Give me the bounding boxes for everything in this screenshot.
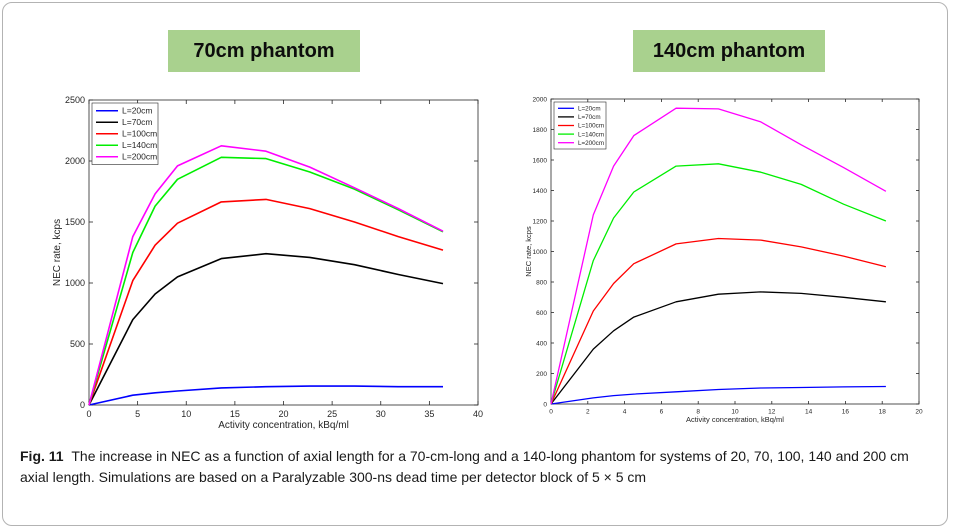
caption-label: Fig. 11 [20,448,64,464]
x-tick-label: 6 [660,409,664,416]
y-tick-label: 1400 [533,188,548,195]
y-axis-label: NEC rate, kcps [52,219,63,286]
x-tick-label: 10 [731,409,739,416]
y-tick-label: 1600 [533,157,548,164]
caption-text: The increase in NEC as a function of axi… [20,448,909,485]
series-line-l20cm [88,385,443,406]
y-tick-label: 200 [536,371,547,378]
x-tick-label: 16 [842,409,850,416]
x-axis-label: Activity concentration, kBq/ml [686,415,784,424]
legend-label: L=20cm [122,106,152,116]
chart-140cm: 0 2 4 6 8 10 12 14 16 18 2002004006008001000120014… [524,96,923,424]
series-line-l100cm [550,237,887,405]
x-tick-label: 30 [376,409,386,419]
x-tick-label: 20 [915,409,923,416]
x-tick-label: 35 [424,409,434,419]
legend-label: L=140cm [122,140,157,150]
y-tick-label: 1000 [533,249,548,256]
x-tick-label: 0 [86,409,91,419]
y-tick-label: 600 [536,310,547,317]
series-line-l200cm [88,145,444,406]
series-line-l70cm [550,291,886,405]
legend-label: L=140cm [578,131,604,138]
y-tick-label: 400 [536,340,547,347]
legend-label: L=70cm [122,117,152,127]
left-panel-title: 70cm phantom [168,30,360,72]
series-line-l140cm [88,156,444,406]
y-axis-label: NEC rate, kcps [524,226,533,277]
legend-label: L=100cm [578,123,604,130]
y-tick-label: 800 [536,279,547,286]
y-tick-label: 1800 [533,127,548,134]
x-tick-label: 2 [586,409,590,416]
y-tick-label: 2000 [533,96,548,103]
legend-label: L=70cm [578,114,601,121]
y-tick-label: 2000 [65,156,85,166]
x-tick-label: 10 [181,409,191,419]
series-line-l70cm [88,252,444,406]
y-tick-label: 1200 [533,218,548,225]
x-tick-label: 4 [623,409,627,416]
x-tick-label: 15 [230,409,240,419]
x-tick-label: 12 [768,409,776,416]
x-axis-label: Activity concentration, kBq/ml [218,420,349,431]
x-tick-label: 5 [135,409,140,419]
chart-70cm: 0 5 10 15 20 25 30 35 40 0 500 1000 1500 2000 2500 Acti… [52,95,483,431]
y-tick-label: 500 [70,339,85,349]
y-tick-label: 0 [543,401,547,408]
y-tick-label: 2500 [65,95,85,105]
x-tick-label: 20 [278,409,288,419]
x-tick-label: 25 [327,409,337,419]
legend-label: L=20cm [578,106,601,113]
y-tick-label: 0 [80,400,85,410]
x-tick-label: 40 [473,409,483,419]
figure-caption: Fig. 11 The increase in NEC as a functio… [20,446,940,488]
series-line-l20cm [550,385,886,405]
series-line-l140cm [550,163,887,405]
x-tick-label: 18 [879,409,887,416]
x-tick-label: 14 [805,409,813,416]
series-line-l200cm [550,107,887,405]
x-tick-label: 0 [549,409,553,416]
legend-label: L=200cm [578,140,604,147]
y-tick-label: 1000 [65,278,85,288]
legend-label: L=100cm [122,129,157,139]
series-line-l100cm [88,198,444,406]
legend-label: L=200cm [122,152,157,162]
x-tick-label: 8 [696,409,700,416]
y-tick-label: 1500 [65,217,85,227]
right-panel-title: 140cm phantom [633,30,825,72]
